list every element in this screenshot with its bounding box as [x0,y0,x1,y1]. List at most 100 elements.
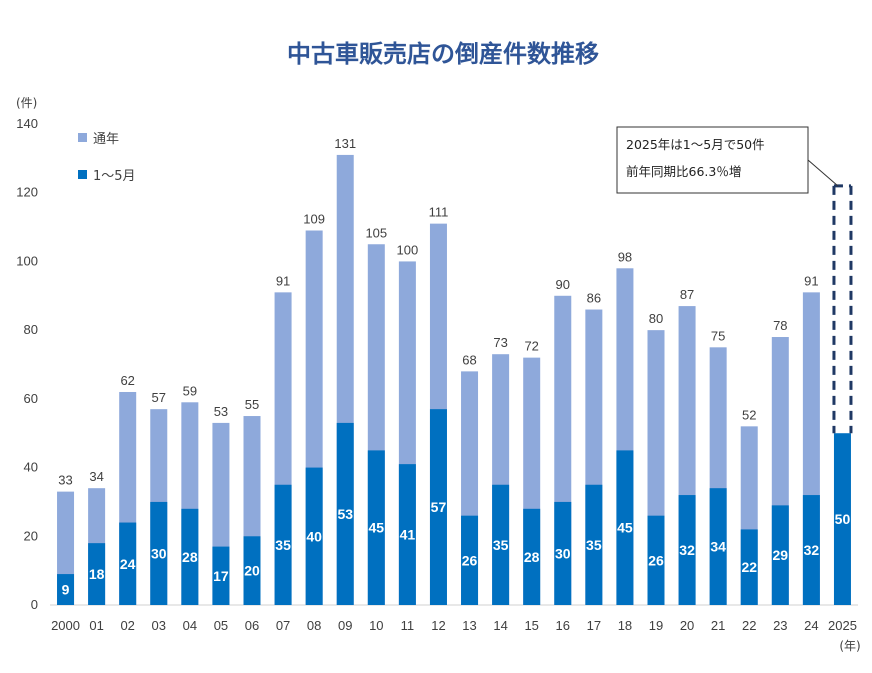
bar-period [305,467,323,605]
x-tick-label: 2000 [51,618,80,633]
bar-period [243,536,261,605]
bar-period [523,508,541,605]
data-label-period: 50 [835,511,851,527]
data-label-period: 24 [120,556,136,572]
bar-period [274,484,292,605]
data-label-annual: 75 [711,328,725,343]
x-tick-label: 2025 [828,618,857,633]
bar-period [398,464,416,605]
data-label-annual: 87 [680,287,694,302]
data-label-annual: 111 [429,205,449,220]
data-label-period: 20 [244,563,260,579]
data-label-period: 34 [710,539,726,555]
annotation: 2025年は1〜5月で50件 前年同期比66.3％増 [616,126,839,194]
legend-swatch-period [78,170,87,179]
bar-period [150,501,168,605]
data-label-period: 35 [493,537,509,553]
x-tick-label: 16 [556,618,570,633]
legend-swatch-annual [78,133,87,142]
data-label-annual: 109 [303,212,325,227]
data-label-period: 32 [679,542,695,558]
data-label-annual: 78 [773,318,787,333]
data-label-annual: 73 [493,335,507,350]
x-tick-label: 03 [152,618,166,633]
annotation-line-1: 2025年は1〜5月で50件 [626,137,765,152]
data-label-annual: 72 [524,339,538,354]
bar-period [554,501,572,605]
data-label-annual: 33 [58,473,72,488]
x-tick-label: 05 [214,618,228,633]
bars: 33 9 34 18 62 24 57 30 59 28 53 17 55 20 91 35 109 40 131 5… [57,136,853,605]
data-label-annual: 59 [183,383,197,398]
x-tick-label: 08 [307,618,321,633]
data-label-period: 28 [524,549,540,565]
data-label-annual: 34 [89,469,103,484]
data-label-annual: 80 [649,311,663,326]
legend-label-period: 1〜5月 [93,169,136,184]
data-label-period: 30 [555,545,571,561]
data-label-annual: 52 [742,407,756,422]
x-axis-unit: (年) [839,639,860,653]
data-label-period: 18 [89,566,105,582]
data-label-annual: 105 [365,225,387,240]
bar-period [88,543,106,605]
x-tick-label: 12 [431,618,445,633]
legend: 通年 1〜5月 [78,132,136,184]
annotation-pointer [807,159,839,187]
data-label-period: 35 [586,537,602,553]
data-label-period: 9 [62,582,70,598]
bar-period [336,422,354,605]
x-tick-label: 09 [338,618,352,633]
data-label-period: 57 [431,499,447,515]
data-label-period: 41 [400,527,416,543]
bar-period [429,409,447,605]
data-label-period: 17 [213,568,229,584]
data-label-period: 53 [337,506,353,522]
data-label-annual: 57 [152,390,166,405]
x-tick-label: 17 [587,618,601,633]
y-tick-label: 100 [16,253,38,268]
annotation-line-2: 前年同期比66.3％増 [626,164,741,179]
data-label-period: 30 [151,545,167,561]
bar-period [492,484,510,605]
y-tick-label: 0 [31,597,38,612]
data-label-period: 45 [617,520,633,536]
y-tick-label: 140 [16,116,38,131]
x-tick-label: 15 [524,618,538,633]
data-label-period: 22 [741,559,757,575]
data-label-period: 26 [648,552,664,568]
x-tick-label: 02 [120,618,134,633]
bar-period [57,574,75,605]
data-label-period: 26 [462,552,478,568]
bar-period [833,433,851,605]
data-label-period: 28 [182,549,198,565]
data-label-annual: 86 [587,291,601,306]
x-tick-label: 18 [618,618,632,633]
x-tick-label: 10 [369,618,383,633]
x-tick-label: 24 [804,618,818,633]
x-tick-label: 21 [711,618,725,633]
data-label-annual: 62 [120,373,134,388]
bar-period [647,515,665,605]
bar-period [585,484,603,605]
y-axis-unit: (件) [16,96,37,110]
x-tick-label: 01 [89,618,103,633]
x-tick-label: 14 [493,618,507,633]
y-tick-label: 20 [24,528,38,543]
bar-period [709,488,727,605]
x-tick-label: 23 [773,618,787,633]
data-label-annual: 90 [556,277,570,292]
data-label-annual: 91 [804,273,818,288]
data-label-period: 40 [306,528,322,544]
data-label-annual: 98 [618,249,632,264]
x-tick-label: 06 [245,618,259,633]
data-label-annual: 55 [245,397,259,412]
x-tick-label: 13 [462,618,476,633]
x-tick-label: 04 [183,618,197,633]
y-tick-label: 80 [24,322,38,337]
x-tick-label: 19 [649,618,663,633]
bar-period [771,505,789,605]
data-label-period: 29 [773,547,789,563]
